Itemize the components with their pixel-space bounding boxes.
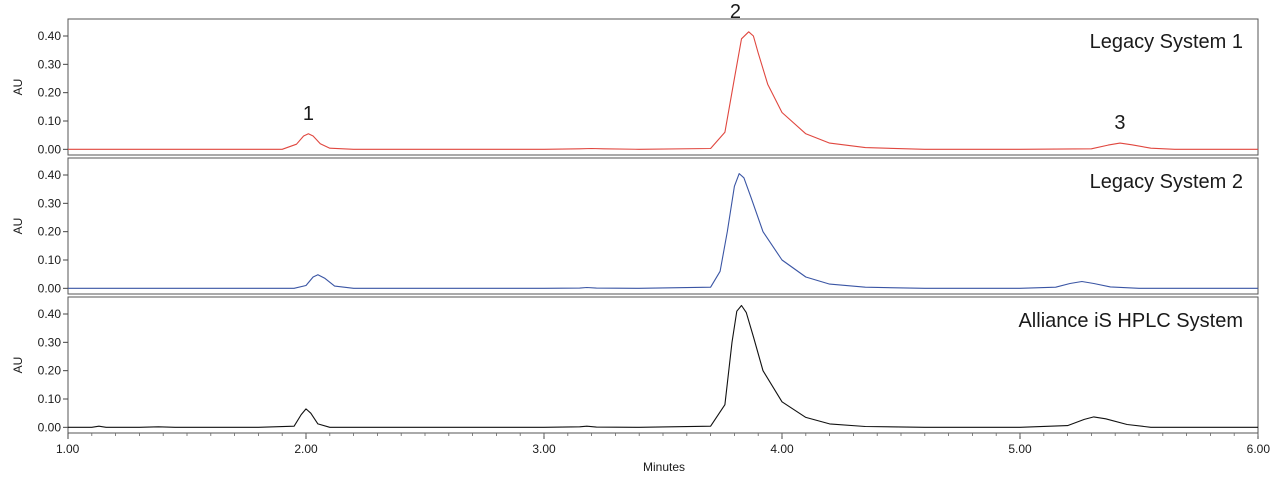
x-tick-label: 2.00 (294, 442, 318, 456)
peak-label-1: 1 (303, 103, 314, 125)
panel-title: Alliance iS HPLC System (1018, 310, 1243, 332)
y-tick-label: 0.10 (38, 392, 62, 406)
y-tick-label: 0.30 (38, 57, 62, 71)
series-trace (68, 173, 1258, 289)
panel-1: 0.00 0.10 0.20 0.30 0.40 AU Legacy System 1 1 2 3 (11, 1, 1259, 156)
x-tick-label: 1.00 (56, 442, 80, 456)
y-axis-label: AU (11, 218, 25, 235)
y-tick-label: 0.20 (38, 86, 62, 100)
y-axis-label: AU (11, 79, 25, 96)
y-tick-label: 0.40 (38, 29, 62, 43)
panel-3: 0.00 0.10 0.20 0.30 0.40 AU Alliance iS HPLC S… (11, 296, 1259, 434)
panel-frame (67, 18, 1259, 156)
y-tick-label: 0.30 (38, 335, 62, 349)
x-axis-label: Minutes (643, 460, 685, 474)
x-tick-label: 3.00 (532, 442, 556, 456)
panel-frame (67, 157, 1259, 295)
x-tick-label: 4.00 (770, 442, 794, 456)
y-tick-label: 0.00 (38, 420, 62, 434)
y-tick-label: 0.20 (38, 225, 62, 239)
y-tick-label: 0.40 (38, 168, 62, 182)
y-axis-label: AU (11, 357, 25, 374)
x-tick-label: 6.00 (1247, 442, 1271, 456)
panel-title: Legacy System 1 (1090, 31, 1243, 53)
y-tick-label: 0.40 (38, 307, 62, 321)
y-tick-label: 0.00 (38, 281, 62, 295)
y-tick-label: 0.10 (38, 253, 62, 267)
peak-label-3: 3 (1114, 112, 1125, 134)
y-tick-label: 0.10 (38, 114, 62, 128)
y-tick-label: 0.20 (38, 364, 62, 378)
series-trace (68, 31, 1258, 150)
series-trace (68, 304, 1258, 428)
panel-title: Legacy System 2 (1090, 171, 1243, 193)
x-tick-label: 5.00 (1008, 442, 1032, 456)
y-tick-label: 0.30 (38, 196, 62, 210)
panel-2: 0.00 0.10 0.20 0.30 0.40 AU Legacy System 2 (11, 157, 1259, 295)
y-tick-label: 0.00 (38, 142, 62, 156)
peak-label-2: 2 (730, 1, 741, 23)
